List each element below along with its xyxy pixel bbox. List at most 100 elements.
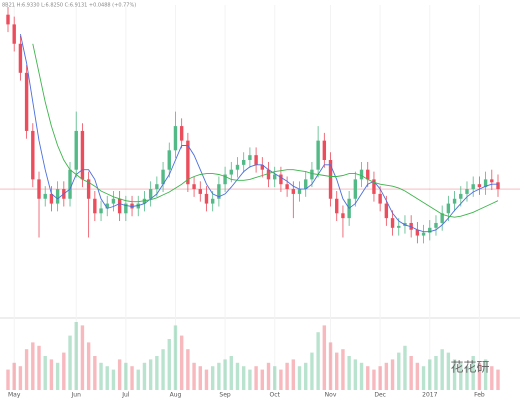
candle-body bbox=[111, 198, 116, 204]
candle-body bbox=[322, 140, 327, 160]
x-tick-label: Dec bbox=[374, 392, 386, 399]
candle-body bbox=[248, 155, 252, 160]
volume-bar bbox=[31, 342, 35, 390]
candle-body bbox=[37, 179, 41, 199]
candle-body bbox=[173, 126, 178, 151]
moving-average-line bbox=[32, 43, 499, 218]
candle-body bbox=[273, 174, 277, 180]
candle-body bbox=[440, 213, 444, 223]
volume-bar bbox=[316, 332, 320, 390]
volume-bar bbox=[198, 366, 202, 390]
volume-bar bbox=[428, 359, 432, 390]
candle-body bbox=[74, 130, 78, 170]
volume-bar bbox=[440, 349, 444, 390]
volume-bar bbox=[452, 359, 457, 390]
volume-bar bbox=[217, 362, 221, 390]
candle-body bbox=[260, 164, 265, 170]
volume-bar bbox=[204, 369, 209, 390]
volume-bar bbox=[37, 345, 41, 390]
candle-body bbox=[297, 189, 302, 194]
candle-body bbox=[130, 203, 134, 209]
candle-body bbox=[279, 174, 283, 185]
volume-bar bbox=[49, 359, 54, 390]
candle-body bbox=[86, 179, 91, 199]
volume-bar bbox=[335, 352, 339, 390]
volume-bar bbox=[266, 362, 271, 390]
candle-body bbox=[421, 232, 426, 236]
x-tick-label: 2017 bbox=[422, 392, 437, 399]
watermark: 花花研 bbox=[450, 360, 489, 376]
candle-body bbox=[304, 179, 308, 190]
volume-bar bbox=[310, 352, 314, 390]
x-tick-label: May bbox=[8, 392, 21, 399]
volume-bar bbox=[192, 362, 196, 390]
volume-bar bbox=[322, 325, 327, 390]
volume-bar bbox=[434, 356, 438, 390]
volume-bar bbox=[421, 366, 426, 390]
candle-body bbox=[496, 182, 500, 190]
candle-body bbox=[68, 169, 72, 199]
volume-bar bbox=[148, 359, 153, 390]
volume-bar bbox=[86, 342, 91, 390]
candle-body bbox=[235, 164, 240, 170]
candle-body bbox=[210, 198, 215, 204]
volume-bar bbox=[223, 359, 227, 390]
candle-body bbox=[353, 179, 358, 199]
candle-body bbox=[18, 43, 23, 73]
candle-body bbox=[310, 169, 314, 180]
moving-average-line bbox=[19, 34, 498, 233]
candle-body bbox=[124, 203, 128, 214]
volume-bar bbox=[341, 349, 345, 390]
candle-body bbox=[452, 198, 457, 204]
volume-bar bbox=[142, 362, 147, 390]
volume-bar bbox=[80, 325, 85, 390]
candle-body bbox=[384, 203, 389, 219]
volume-bar bbox=[297, 366, 302, 390]
volume-bar bbox=[111, 369, 116, 390]
volume-bar bbox=[6, 369, 10, 390]
candle-body bbox=[266, 169, 271, 180]
volume-bar bbox=[173, 325, 178, 390]
candle-body bbox=[328, 160, 333, 199]
volume-bar bbox=[409, 356, 413, 390]
x-tick-label: Jun bbox=[71, 392, 82, 399]
candle-body bbox=[99, 208, 103, 214]
candle-body bbox=[378, 193, 382, 204]
volume-bar bbox=[74, 322, 78, 390]
candle-body bbox=[204, 193, 209, 204]
volume-bar bbox=[62, 352, 66, 390]
volume-bar bbox=[465, 366, 469, 390]
volume-bar bbox=[24, 349, 29, 390]
candle-body bbox=[12, 24, 16, 44]
volume-bar bbox=[167, 339, 171, 390]
candle-body bbox=[291, 189, 296, 194]
candle-body bbox=[316, 140, 320, 170]
volume-bar bbox=[273, 366, 277, 390]
volume-bar bbox=[12, 362, 16, 390]
volume-bar bbox=[384, 362, 389, 390]
volume-bar bbox=[248, 369, 252, 390]
volume-bar bbox=[459, 362, 463, 390]
candle-body bbox=[477, 184, 482, 188]
volume-bar bbox=[347, 356, 351, 390]
volume-bar bbox=[397, 352, 401, 390]
candle-body bbox=[223, 174, 227, 185]
volume-bar bbox=[229, 356, 233, 390]
candle-body bbox=[465, 189, 469, 194]
candle-body bbox=[136, 203, 140, 209]
volume-bar bbox=[415, 362, 420, 390]
x-tick-label: Jul bbox=[121, 392, 130, 399]
volume-bar bbox=[186, 349, 190, 390]
candle-body bbox=[446, 203, 451, 214]
candle-body bbox=[372, 179, 376, 194]
x-tick-label: Oct bbox=[270, 392, 281, 399]
volume-bar bbox=[490, 366, 494, 390]
volume-bar bbox=[235, 362, 240, 390]
volume-bar bbox=[105, 366, 109, 390]
candle-body bbox=[43, 193, 47, 199]
volume-bar bbox=[353, 359, 358, 390]
candle-body bbox=[186, 140, 190, 185]
x-tick-label: Nov bbox=[325, 392, 337, 399]
